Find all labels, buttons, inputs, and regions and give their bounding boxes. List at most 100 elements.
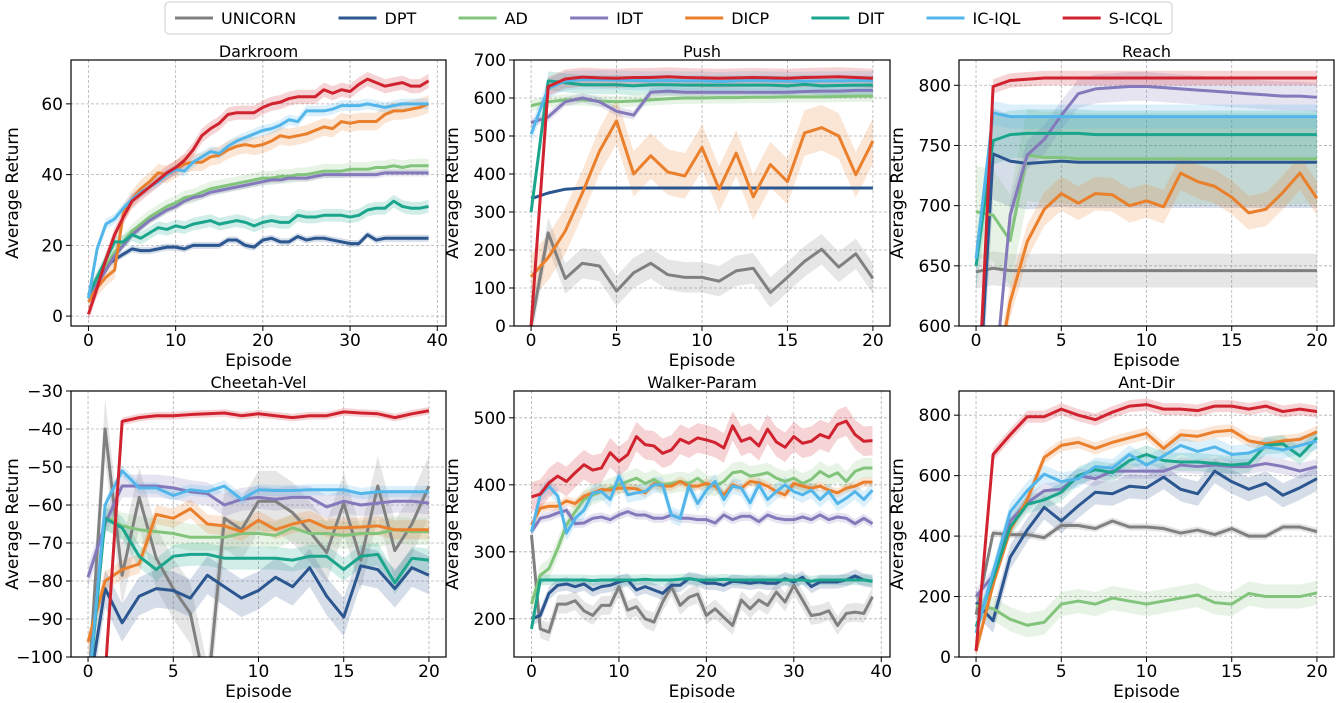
legend-label: IDT: [616, 9, 643, 28]
x-tick-label: 0: [526, 662, 537, 682]
legend-label: IC-IQL: [972, 9, 1020, 28]
y-tick-label: −60: [27, 496, 63, 516]
y-tick-label: 500: [474, 127, 506, 147]
y-tick-label: −90: [27, 610, 63, 630]
x-tick-label: 10: [248, 662, 270, 682]
x-axis-label: Episode: [669, 682, 736, 699]
x-tick-label: 10: [1136, 662, 1158, 682]
y-tick-label: 40: [41, 166, 63, 186]
x-tick-label: 10: [608, 662, 630, 682]
y-tick-label: 700: [919, 197, 951, 217]
subplot-title: Darkroom: [219, 42, 298, 61]
y-tick-label: 60: [41, 95, 63, 115]
x-tick-label: 15: [1221, 331, 1243, 351]
subplot-title: Ant-Dir: [1118, 373, 1175, 392]
x-tick-label: 0: [83, 331, 94, 351]
x-tick-label: 5: [611, 331, 622, 351]
x-tick-label: 20: [1306, 662, 1328, 682]
y-tick-label: 20: [41, 236, 63, 256]
x-tick-label: 10: [691, 331, 713, 351]
axes-frame: [71, 60, 446, 326]
y-tick-label: 600: [474, 89, 506, 109]
y-tick-label: 0: [495, 317, 506, 337]
subplot-cheetah-vel: 0 5 10 15 20 −100 −90 −80 −70 −60 −50 −40 −30 Cheetah…: [3, 373, 446, 699]
x-tick-label: 20: [862, 331, 884, 351]
x-tick-label: 15: [333, 662, 355, 682]
x-tick-label: 20: [1306, 331, 1328, 351]
y-tick-label: −100: [16, 648, 63, 668]
x-tick-label: 5: [1056, 662, 1067, 682]
y-tick-label: 100: [474, 279, 506, 299]
legend-label: AD: [505, 9, 528, 28]
y-tick-label: −70: [27, 534, 63, 554]
y-tick-label: −50: [27, 458, 63, 478]
y-tick-label: 600: [919, 317, 951, 337]
x-tick-label: 0: [971, 331, 982, 351]
y-tick-label: 800: [919, 406, 951, 426]
series-group: [88, 72, 428, 321]
x-axis-label: Episode: [1113, 682, 1180, 699]
y-tick-label: 200: [919, 588, 951, 608]
series-group: [531, 406, 872, 641]
y-tick-label: −40: [27, 420, 63, 440]
y-tick-label: −30: [27, 382, 63, 402]
y-tick-label: 750: [919, 136, 951, 156]
x-tick-label: 15: [777, 331, 799, 351]
legend-label: UNICORN: [221, 9, 296, 28]
x-axis-label: Episode: [669, 351, 736, 371]
y-tick-label: 400: [474, 165, 506, 185]
legend-label: DIT: [857, 9, 884, 28]
subplot-walker-param: 0 10 20 30 40 200 300 400 500 Walker-Param Episode…: [443, 373, 892, 699]
x-axis-label: Episode: [1113, 351, 1180, 371]
y-axis-label: Average Return: [888, 458, 908, 590]
x-tick-label: 15: [1221, 662, 1243, 682]
x-axis-label: Episode: [225, 682, 292, 699]
y-tick-label: 650: [919, 257, 951, 277]
x-tick-label: 20: [696, 662, 718, 682]
y-axis-label: Average Return: [3, 127, 23, 259]
y-tick-label: 300: [474, 203, 506, 223]
y-tick-label: 800: [919, 76, 951, 96]
x-tick-label: 20: [418, 662, 440, 682]
y-tick-label: 700: [474, 51, 506, 71]
x-tick-label: 10: [1136, 331, 1158, 351]
subplot-title: Walker-Param: [647, 373, 757, 392]
x-tick-label: 30: [339, 331, 361, 351]
y-tick-label: 400: [474, 476, 506, 496]
subplot-title: Reach: [1122, 42, 1171, 61]
subplot-title: Push: [683, 42, 721, 61]
y-axis-label: Average Return: [443, 127, 463, 259]
x-tick-label: 0: [526, 331, 537, 351]
y-tick-label: 400: [919, 527, 951, 547]
subplot-title: Cheetah-Vel: [210, 373, 306, 392]
x-tick-label: 30: [783, 662, 805, 682]
y-tick-label: 300: [474, 543, 506, 563]
y-tick-label: 500: [474, 409, 506, 429]
legend-label: DPT: [385, 9, 417, 28]
y-tick-label: −80: [27, 572, 63, 592]
y-tick-label: 200: [474, 241, 506, 261]
y-tick-label: 200: [474, 610, 506, 630]
x-tick-label: 10: [165, 331, 187, 351]
x-tick-label: 0: [83, 662, 94, 682]
x-tick-label: 0: [971, 662, 982, 682]
y-tick-label: 0: [52, 307, 63, 327]
y-tick-label: 600: [919, 467, 951, 487]
y-axis-label: Average Return: [3, 458, 23, 590]
y-axis-label: Average Return: [443, 458, 463, 590]
y-axis-label: Average Return: [888, 127, 908, 259]
x-tick-label: 5: [1056, 331, 1067, 351]
line-dpt: [88, 235, 428, 299]
x-tick-label: 40: [870, 662, 892, 682]
x-tick-label: 20: [252, 331, 274, 351]
legend-label: DICP: [731, 9, 769, 28]
y-tick-label: 0: [940, 648, 951, 668]
x-tick-label: 5: [168, 662, 179, 682]
x-axis-label: Episode: [225, 351, 292, 371]
